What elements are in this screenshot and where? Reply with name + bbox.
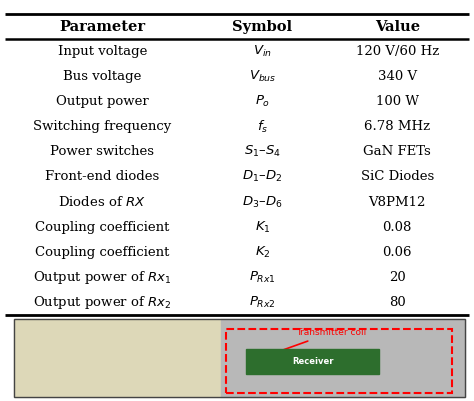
Text: $P_{o}$: $P_{o}$ [255, 94, 270, 109]
Text: Transmitter coil: Transmitter coil [270, 328, 366, 355]
Text: Output power of $Rx_{2}$: Output power of $Rx_{2}$ [33, 294, 172, 311]
Bar [246, 348, 379, 374]
Text: $D_{1}$–$D_{2}$: $D_{1}$–$D_{2}$ [243, 169, 283, 184]
Text: Output power of $Rx_{1}$: Output power of $Rx_{1}$ [33, 269, 172, 286]
Text: $f_{s}$: $f_{s}$ [257, 119, 268, 135]
Text: Output power: Output power [56, 95, 149, 108]
Text: $V_{bus}$: $V_{bus}$ [249, 69, 276, 84]
Text: 100 W: 100 W [376, 95, 419, 108]
Text: $S_{1}$–$S_{4}$: $S_{1}$–$S_{4}$ [244, 144, 281, 160]
Text: Switching frequency: Switching frequency [33, 120, 172, 133]
Text: Front-end diodes: Front-end diodes [45, 170, 159, 183]
Text: 0.08: 0.08 [383, 221, 412, 233]
Text: Parameter: Parameter [59, 20, 146, 34]
Bar [14, 319, 221, 397]
Text: GaN FETs: GaN FETs [364, 146, 431, 158]
Text: Input voltage: Input voltage [58, 45, 147, 58]
Text: 80: 80 [389, 296, 406, 309]
Text: Value: Value [374, 20, 420, 34]
Text: 340 V: 340 V [378, 70, 417, 83]
Text: $V_{in}$: $V_{in}$ [253, 44, 272, 59]
Text: V8PM12: V8PM12 [369, 196, 426, 209]
Text: Coupling coefficient: Coupling coefficient [35, 246, 170, 259]
Text: Power switches: Power switches [50, 146, 155, 158]
Text: Coupling coefficient: Coupling coefficient [35, 221, 170, 233]
Text: 120 V/60 Hz: 120 V/60 Hz [356, 45, 439, 58]
Text: SiC Diodes: SiC Diodes [361, 170, 434, 183]
Bar [14, 319, 465, 397]
Text: Bus voltage: Bus voltage [63, 70, 141, 83]
Text: Symbol: Symbol [232, 20, 292, 34]
Text: $P_{Rx1}$: $P_{Rx1}$ [249, 269, 276, 285]
Text: $P_{Rx2}$: $P_{Rx2}$ [249, 295, 276, 310]
Text: $K_{1}$: $K_{1}$ [255, 219, 270, 235]
Text: Receiver: Receiver [292, 356, 333, 366]
Text: $K_{2}$: $K_{2}$ [255, 245, 270, 260]
Bar [226, 329, 452, 393]
Text: 0.06: 0.06 [383, 246, 412, 259]
Text: 6.78 MHz: 6.78 MHz [364, 120, 430, 133]
Text: Diodes of $RX$: Diodes of $RX$ [58, 195, 146, 209]
Text: $D_{3}$–$D_{6}$: $D_{3}$–$D_{6}$ [242, 194, 283, 210]
Bar [221, 319, 465, 397]
Text: 20: 20 [389, 271, 406, 284]
